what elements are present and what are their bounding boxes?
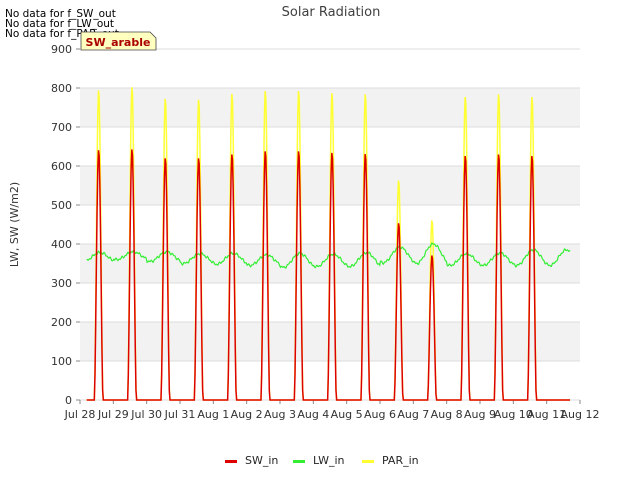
x-tick-label: Aug 7: [397, 408, 429, 421]
x-tick-label: Aug 1: [197, 408, 229, 421]
no-data-note-lw-out: No data for f_LW_out: [5, 18, 115, 30]
y-tick-label: 600: [51, 160, 72, 173]
sw-arable-annotation: SW_arable: [80, 31, 157, 51]
y-tick-label: 900: [51, 43, 72, 56]
chart-title: Solar Radiation: [282, 5, 381, 20]
grid-band: [80, 88, 580, 127]
x-tick-label: Aug 4: [297, 408, 329, 421]
y-tick-label: 700: [51, 121, 72, 134]
annotation-text: SW_arable: [86, 36, 151, 49]
annotation-box: [80, 31, 157, 51]
x-tick-label: Aug 5: [331, 408, 363, 421]
legend-swatch-lw-in: [293, 460, 305, 463]
legend-label-lw-in: LW_in: [313, 454, 345, 467]
x-tick-label: Jul 29: [97, 408, 129, 421]
legend-label-par-in: PAR_in: [382, 454, 419, 467]
no-data-note-sw-out: No data for f_SW_out: [5, 8, 116, 20]
x-tick-label: Aug 10: [494, 408, 533, 421]
y-tick-label: 0: [65, 394, 72, 407]
x-tick-label: Aug 6: [364, 408, 396, 421]
y-axis-label: LW, SW (W/m2): [8, 182, 21, 267]
x-tick-label: Aug 2: [231, 408, 263, 421]
x-tick-label: Aug 9: [464, 408, 496, 421]
x-tick-label: Aug 3: [264, 408, 296, 421]
x-tick-label: Aug 11: [527, 408, 566, 421]
series-sw-in-line: [86, 149, 570, 401]
y-tick-label: 200: [51, 316, 72, 329]
legend-swatch-sw-in: [225, 460, 237, 463]
x-tick-label: Aug 12: [561, 408, 600, 421]
y-tick-label: 300: [51, 277, 72, 290]
x-tick-label: Jul 30: [130, 408, 162, 421]
x-tick-label: Jul 31: [164, 408, 196, 421]
y-tick-label: 800: [51, 82, 72, 95]
chart-legend: SW_in LW_in PAR_in: [0, 453, 640, 471]
legend-swatch-par-in: [362, 460, 374, 463]
y-tick-label: 100: [51, 355, 72, 368]
y-tick-label: 500: [51, 199, 72, 212]
grid-band: [80, 322, 580, 361]
x-tick-label: Jul 28: [64, 408, 96, 421]
x-tick-label: Aug 8: [431, 408, 463, 421]
y-tick-label: 400: [51, 238, 72, 251]
legend-label-sw-in: SW_in: [245, 454, 279, 467]
